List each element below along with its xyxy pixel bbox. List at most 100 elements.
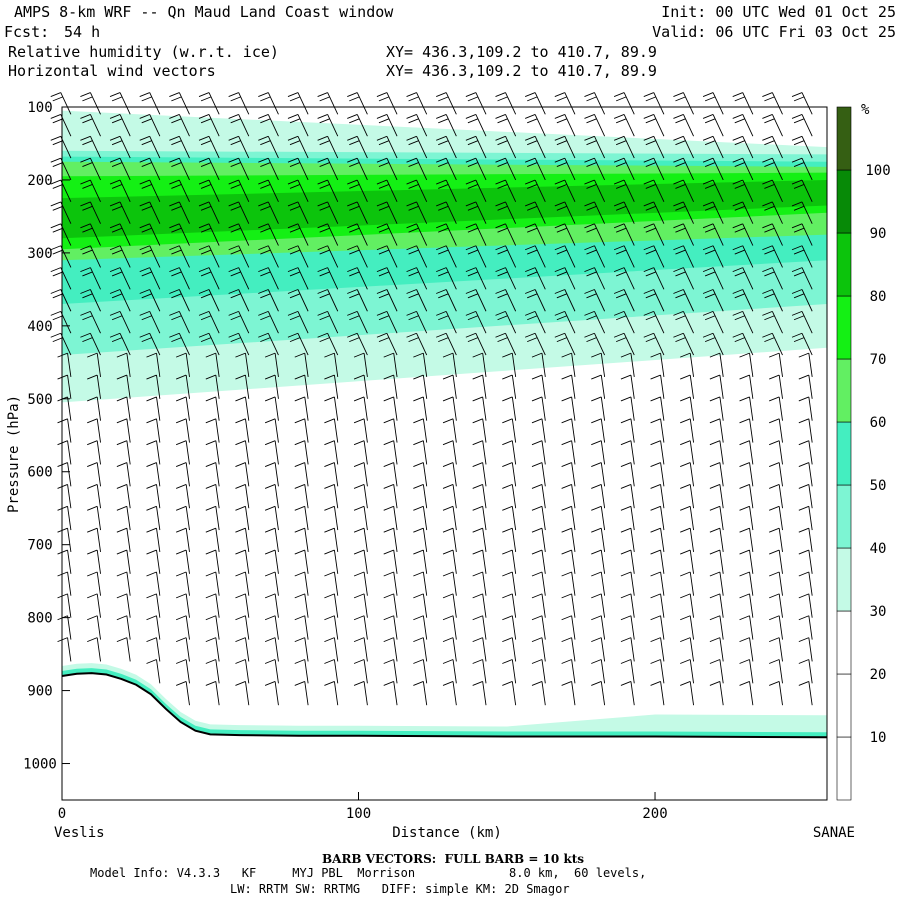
colorbar-swatch xyxy=(836,169,852,234)
wind-barb-feather xyxy=(264,659,276,664)
wind-barb-feather xyxy=(615,118,627,124)
wind-barb-feather xyxy=(465,310,477,316)
wind-barb xyxy=(482,637,487,662)
wind-barb xyxy=(482,374,487,399)
wind-barb-feather xyxy=(502,440,513,446)
wind-barb-feather xyxy=(175,637,187,643)
wind-barb xyxy=(422,615,428,640)
wind-barb xyxy=(630,659,635,684)
wind-barb xyxy=(304,374,309,399)
wind-barb xyxy=(571,484,576,509)
wind-barb-feather xyxy=(680,615,691,621)
wind-barb-feather xyxy=(376,135,388,141)
wind-barb-feather xyxy=(591,505,602,511)
wind-barb xyxy=(749,571,754,596)
wind-barb-feather xyxy=(87,462,98,467)
wind-barb xyxy=(274,506,279,531)
wind-barb-feather xyxy=(57,374,68,380)
wind-barb-feather xyxy=(230,293,241,299)
wind-barb xyxy=(363,484,368,509)
wind-barb-feather xyxy=(467,96,479,102)
wind-barb xyxy=(689,550,695,574)
wind-barb-feather xyxy=(472,505,483,511)
wind-barb-feather xyxy=(591,615,602,621)
wind-barb xyxy=(801,92,813,115)
wind-barb-feather xyxy=(591,593,602,599)
wind-barb xyxy=(534,311,546,334)
wind-barb xyxy=(208,136,220,159)
wind-barb xyxy=(333,462,339,487)
wind-barb-feather xyxy=(383,593,394,599)
wind-barb-feather xyxy=(87,352,98,358)
wind-barb xyxy=(452,681,457,706)
wind-barb-feather xyxy=(791,179,803,185)
wind-barb-feather xyxy=(258,157,269,163)
wind-barb xyxy=(274,593,279,618)
wind-barb xyxy=(623,92,635,115)
wind-barb xyxy=(274,484,279,509)
wind-barb xyxy=(505,267,517,290)
wind-barb-feather xyxy=(436,201,447,207)
wind-barb-feather xyxy=(561,484,572,489)
wind-barb-feather xyxy=(704,271,716,277)
wind-barb xyxy=(712,114,724,137)
wind-barb xyxy=(363,615,368,640)
wind-barb-feather xyxy=(82,293,93,299)
wind-barb xyxy=(327,333,339,356)
wind-barb xyxy=(749,484,754,509)
wind-barb xyxy=(274,637,279,662)
wind-barb-feather xyxy=(645,271,656,277)
wind-barb xyxy=(274,615,279,640)
wind-barb-feather xyxy=(554,157,565,163)
wind-barb-feather xyxy=(620,527,632,533)
wind-barb-feather xyxy=(531,549,543,555)
wind-barb-feather xyxy=(408,249,419,255)
wind-barb xyxy=(505,179,517,203)
wind-barb xyxy=(505,114,517,137)
wind-barb-feather xyxy=(497,271,508,277)
wind-barb-feather xyxy=(531,374,543,380)
wind-barb xyxy=(630,374,635,399)
wind-barb-feather xyxy=(141,293,152,299)
wind-barb-feather xyxy=(353,615,365,621)
wind-barb-feather xyxy=(111,227,123,233)
wind-barb xyxy=(511,528,517,553)
wind-barb-feather xyxy=(111,271,123,277)
wind-barb xyxy=(511,571,517,596)
wind-barb-feather xyxy=(264,549,276,555)
wind-barb xyxy=(749,681,754,706)
wind-barb-feather xyxy=(317,114,328,119)
wind-barb-feather xyxy=(264,505,276,511)
wind-barb xyxy=(771,179,783,203)
wind-barb xyxy=(571,462,576,487)
wind-barb-feather xyxy=(383,680,394,686)
wind-barb-feather xyxy=(413,352,424,358)
wind-barb-feather xyxy=(205,615,216,621)
wind-barb xyxy=(505,289,517,312)
wind-barb xyxy=(742,92,754,115)
wind-barb-feather xyxy=(349,271,360,277)
wind-barb-feather xyxy=(376,267,388,273)
wind-barb xyxy=(452,615,457,640)
colorbar-swatch xyxy=(836,106,852,171)
wind-barb-feather xyxy=(739,527,750,533)
wind-barb-feather xyxy=(645,205,656,211)
wind-barb-feather xyxy=(111,162,123,167)
wind-barb-feather xyxy=(798,659,810,664)
wind-barb-feather xyxy=(198,179,210,185)
wind-barb-feather xyxy=(495,267,506,273)
wind-barb-feather xyxy=(408,184,419,189)
wind-barb-feather xyxy=(739,440,750,446)
wind-barb-feather xyxy=(146,352,157,358)
wind-barb-feather xyxy=(497,118,508,124)
wind-barb xyxy=(630,593,635,618)
wind-barb xyxy=(297,267,309,290)
wind-barb-feather xyxy=(734,227,745,233)
wind-barb-feather xyxy=(198,92,210,97)
rh-fill-layers xyxy=(62,110,827,738)
wind-barb xyxy=(689,396,695,421)
wind-barb-feather xyxy=(734,118,745,124)
wind-barb-feather xyxy=(769,680,780,686)
wind-barb-feather xyxy=(734,337,745,343)
wind-barb-feather xyxy=(289,315,301,321)
